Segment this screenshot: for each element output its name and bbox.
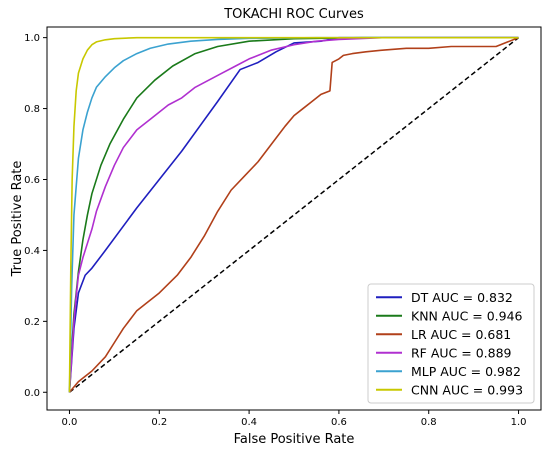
legend-entry-label: LR AUC = 0.681 [411,327,511,342]
legend: DT AUC = 0.832 KNN AUC = 0.946 LR AUC = 0.… [367,283,535,404]
chart-title: TOKACHI ROC Curves [223,7,364,22]
legend-entry-label: MLP AUC = 0.982 [411,364,521,379]
y-tick-label: 0.6 [24,175,40,186]
y-tick-label: 0.2 [24,317,40,328]
chance-diagonal-line [68,37,520,393]
series-line-lr [68,36,519,393]
x-axis-label: False Positive Rate [234,432,355,447]
series-line-rf [68,36,519,393]
x-tick-label: 0.4 [241,417,257,428]
x-tick-label: 1.0 [511,417,527,428]
legend-entry-label: KNN AUC = 0.946 [411,308,523,323]
y-tick-label: 0.8 [24,104,40,115]
y-tick-label: 1.0 [24,33,40,44]
y-tick-label: 0.4 [24,246,40,257]
y-tick-label: 0.0 [24,388,40,399]
axis-ticks: 0.0 0.2 0.4 0.6 0.8 1.0 0.0 0.2 0.4 0.6 0.8 1.0 [24,33,526,428]
series-line-knn [68,36,519,393]
y-axis-label: True Positive Rate [10,161,25,278]
series-line-cnn [68,36,519,393]
legend-entry-label: CNN AUC = 0.993 [411,382,523,397]
x-tick-label: 0.8 [421,417,437,428]
x-tick-label: 0.2 [151,417,167,428]
series-lines [68,36,520,393]
x-tick-label: 0.0 [62,417,78,428]
legend-box [367,283,535,404]
legend-entry-label: DT AUC = 0.832 [411,290,513,305]
legend-entry-label: RF AUC = 0.889 [411,345,512,360]
x-tick-label: 0.6 [331,417,347,428]
series-line-mlp [68,36,519,393]
